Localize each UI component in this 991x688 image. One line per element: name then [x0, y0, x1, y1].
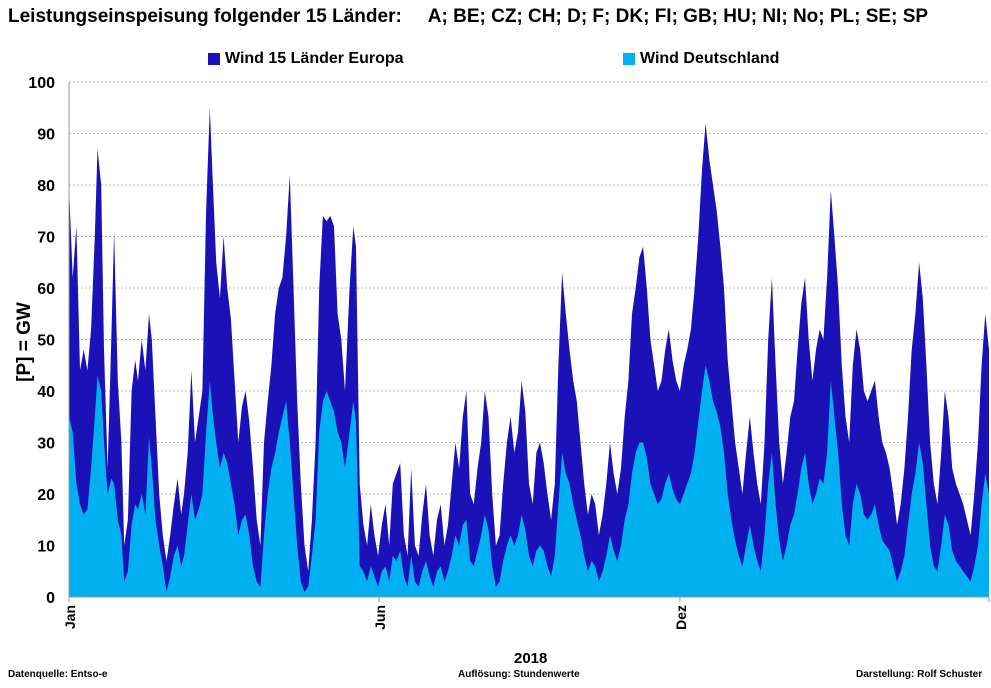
y-tick-label-40: 40	[37, 384, 55, 401]
y-tick-label-10: 10	[37, 539, 55, 556]
legend-swatch-europe	[208, 53, 220, 65]
x-tick-label-jan: Jan	[62, 605, 78, 629]
area-series-europe	[69, 107, 989, 598]
x-tick-label-dez: Dez	[673, 605, 689, 630]
footer-author: Darstellung: Rolf Schuster	[856, 669, 983, 680]
legend-label-germany: Wind Deutschland	[640, 50, 780, 67]
y-tick-label-30: 30	[37, 436, 55, 453]
chart-title-countries: A; BE; CZ; CH; D; F; DK; FI; GB; HU; NI;…	[427, 6, 929, 27]
chart-title-text: Leistungseinspeisung folgender 15 Länder…	[8, 6, 402, 27]
chart-title: Leistungseinspeisung folgender 15 Länder…	[8, 6, 928, 28]
legend-label-europe: Wind 15 Länder Europa	[225, 50, 404, 67]
y-tick-label-0: 0	[46, 590, 55, 607]
y-tick-label-90: 90	[37, 127, 55, 144]
y-tick-label-20: 20	[37, 487, 55, 504]
y-tick-label-60: 60	[37, 281, 55, 298]
footer-source: Datenquelle: Entso-e	[8, 669, 108, 680]
legend-swatch-germany	[623, 53, 635, 65]
y-tick-label-100: 100	[28, 75, 55, 92]
y-tick-label-80: 80	[37, 178, 55, 195]
area-series-germany	[69, 365, 989, 597]
x-tick-label-jun: Jun	[372, 605, 388, 630]
y-tick-label-70: 70	[37, 230, 55, 247]
legend-item-germany: Wind Deutschland	[623, 50, 779, 68]
x-axis-label: 2018	[514, 650, 548, 667]
legend-item-europe: Wind 15 Länder Europa	[208, 50, 404, 68]
chart-legend: Wind 15 Länder Europa Wind Deutschland	[0, 50, 991, 70]
footer-resolution: Auflösung: Stundenwerte	[458, 669, 580, 680]
y-tick-label-50: 50	[37, 333, 55, 350]
